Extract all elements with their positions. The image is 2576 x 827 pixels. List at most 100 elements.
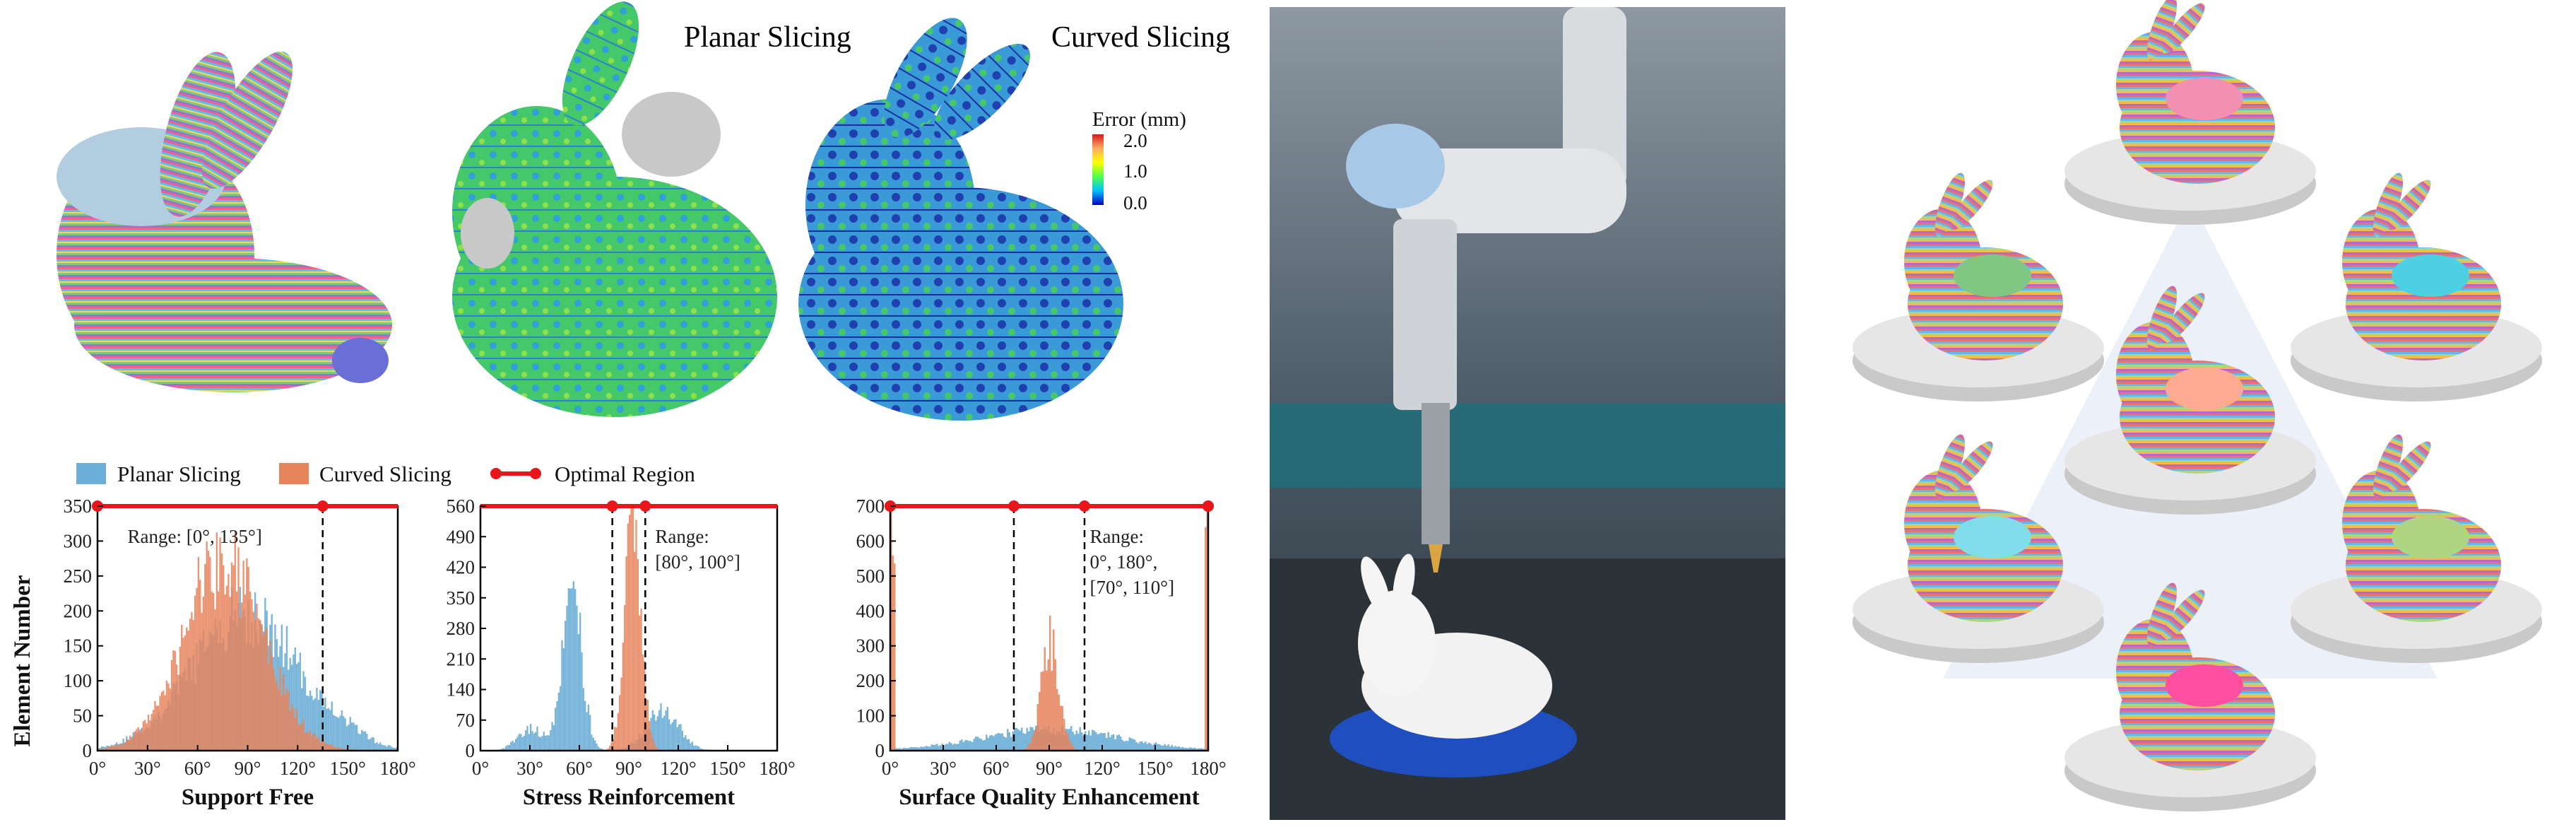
histogram-bar xyxy=(372,737,374,751)
histogram-bar xyxy=(367,739,370,751)
histogram-bar xyxy=(587,704,589,751)
histogram-bar xyxy=(306,732,308,751)
histogram-bar xyxy=(1082,736,1085,751)
histogram-bar xyxy=(560,686,562,751)
histogram-bar xyxy=(655,720,657,751)
histogram-bar xyxy=(172,650,175,751)
histogram-bar xyxy=(1029,742,1032,751)
histogram-bar xyxy=(247,566,249,751)
histogram-bar xyxy=(334,747,336,751)
histogram-bar xyxy=(232,565,235,751)
histogram-bar xyxy=(973,739,975,751)
histogram-bar xyxy=(915,746,917,751)
histogram-bar xyxy=(1024,749,1027,751)
legend-label-optimal: Optimal Region xyxy=(555,462,695,486)
histogram-bar xyxy=(186,627,188,751)
histogram-bar xyxy=(627,523,629,751)
histogram-bar xyxy=(1040,671,1042,751)
histogram-bar xyxy=(251,599,253,751)
histogram-bar xyxy=(1010,737,1012,751)
histogram-bar xyxy=(295,708,298,751)
histogram-bar xyxy=(1028,744,1030,751)
histogram-bar xyxy=(528,734,530,751)
histogram-bar xyxy=(548,735,550,751)
histogram-bar xyxy=(952,744,954,751)
histogram-bar xyxy=(901,749,903,751)
histogram-bar xyxy=(134,731,136,751)
bunny-on-platform-image xyxy=(1853,434,2104,663)
histogram-bar xyxy=(520,734,522,751)
histogram-bar xyxy=(962,741,964,751)
histogram-bar xyxy=(569,588,572,751)
histogram-bar xyxy=(1169,746,1171,751)
y-tick-label: 600 xyxy=(856,530,885,551)
printed-bunny-image xyxy=(1330,553,1577,778)
histogram-bar xyxy=(391,746,393,751)
x-tick-label: 60° xyxy=(983,758,1010,779)
histogram-bar xyxy=(105,747,108,751)
histogram-bar xyxy=(201,612,203,751)
histogram-bar xyxy=(319,742,321,751)
histogram-bar xyxy=(150,714,153,751)
histogram-bar xyxy=(387,744,390,751)
histogram-bar xyxy=(1194,747,1196,751)
x-tick-label: 0° xyxy=(89,758,106,779)
bunny-on-platform-image xyxy=(1853,172,2104,401)
histogram-bar xyxy=(267,663,270,751)
histogram-bar xyxy=(142,721,145,751)
histogram-bar xyxy=(622,642,624,751)
histogram-bar xyxy=(1005,737,1007,751)
histogram-bar xyxy=(661,717,663,751)
histogram-bar xyxy=(1024,734,1027,751)
histogram-bar xyxy=(909,746,911,751)
histogram-bar xyxy=(261,623,263,751)
histogram-bar xyxy=(523,735,525,751)
histogram-bar xyxy=(1167,744,1169,751)
histogram-bar xyxy=(223,565,225,751)
legend-swatch-planar xyxy=(76,463,106,484)
histogram-bar xyxy=(202,596,205,751)
histogram-bar xyxy=(699,748,702,751)
histogram-bar xyxy=(229,597,231,751)
x-tick-label: 120° xyxy=(1084,758,1120,779)
histogram-bar xyxy=(968,741,970,751)
histogram-bar xyxy=(1176,746,1178,751)
histogram-bar xyxy=(126,739,128,751)
histogram-bar xyxy=(302,719,305,751)
histogram-bar xyxy=(655,746,657,751)
histogram-bar xyxy=(954,743,956,751)
histogram-bar xyxy=(654,743,656,751)
histogram-bar xyxy=(1192,748,1194,751)
histogram-bar xyxy=(1135,741,1138,751)
histogram-bar xyxy=(1188,747,1190,751)
histogram-bar xyxy=(219,537,221,751)
histogram-bar xyxy=(577,634,579,751)
histogram-bar xyxy=(933,744,935,751)
histogram-bar xyxy=(1026,747,1028,751)
x-tick-label: 180° xyxy=(1190,758,1226,779)
histogram-bar xyxy=(617,712,619,751)
histogram-bar xyxy=(976,737,979,751)
histogram-bar xyxy=(394,748,396,751)
histogram-bar xyxy=(943,745,945,751)
histogram-bar xyxy=(1142,743,1145,751)
histogram-bar xyxy=(289,710,291,751)
histogram-bar xyxy=(507,744,509,751)
histogram-bar xyxy=(644,661,646,751)
histogram-bar xyxy=(362,731,365,751)
histogram-bar xyxy=(649,721,651,751)
histogram-bar xyxy=(1190,747,1193,751)
histogram-bar xyxy=(167,683,170,751)
histogram-bar xyxy=(283,674,285,751)
range-annotation-line: Range: xyxy=(655,526,709,547)
histogram-bar xyxy=(376,742,378,751)
histogram-bar xyxy=(276,682,278,751)
histogram-bar xyxy=(619,695,621,751)
histogram-bar xyxy=(609,746,611,751)
histogram-bar xyxy=(510,741,512,751)
histogram-bar xyxy=(670,724,672,751)
histogram-bar xyxy=(102,746,105,751)
x-tick-label: 0° xyxy=(472,758,489,779)
histogram-bar xyxy=(1139,741,1141,751)
histogram-bar xyxy=(693,745,695,751)
